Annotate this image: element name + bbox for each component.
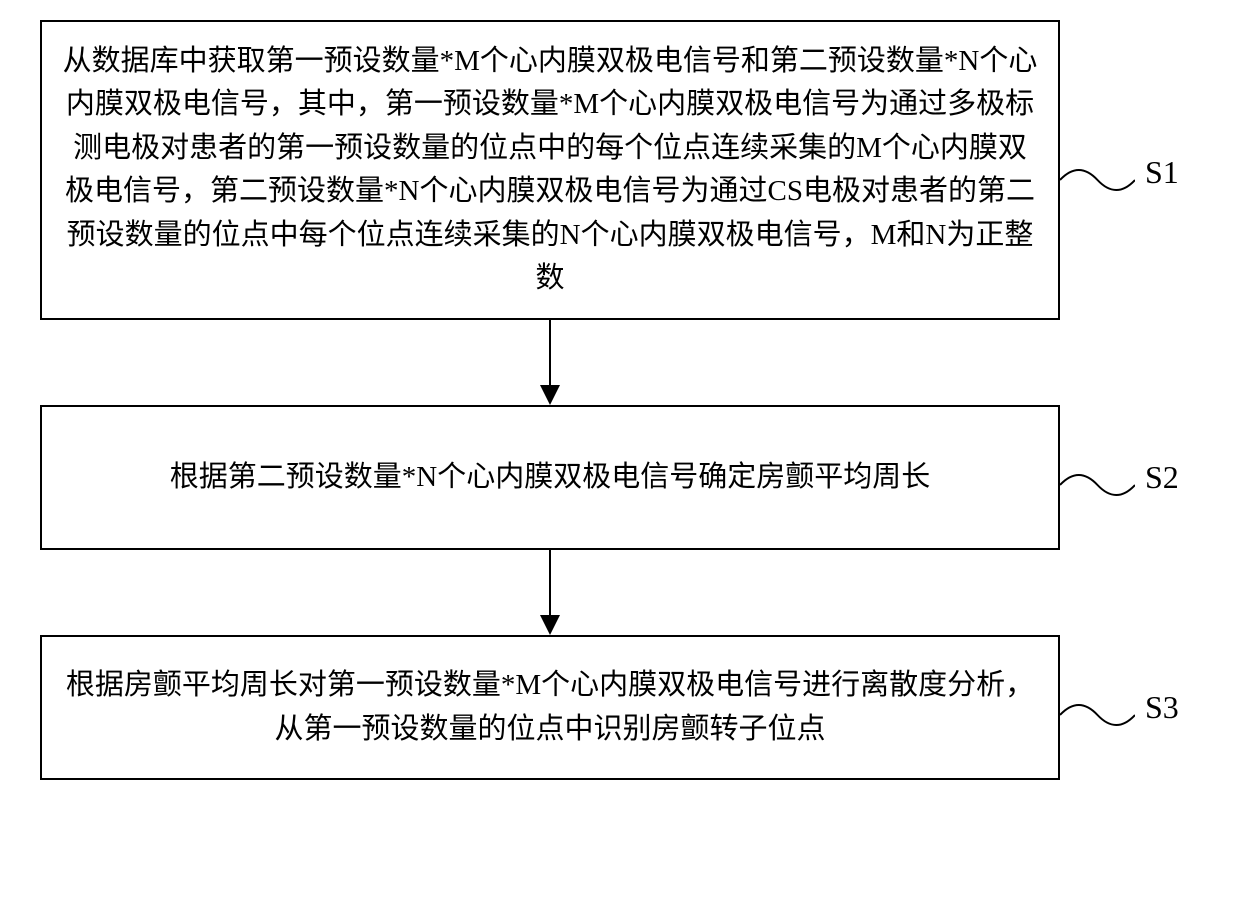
step-text-s1: 从数据库中获取第一预设数量*M个心内膜双极电信号和第二预设数量*N个心内膜双极电…: [62, 40, 1038, 301]
step-box-s3: 根据房颤平均周长对第一预设数量*M个心内膜双极电信号进行离散度分析，从第一预设数…: [40, 635, 1060, 780]
step-box-s2: 根据第二预设数量*N个心内膜双极电信号确定房颤平均周长: [40, 405, 1060, 550]
arrow-svg-1: [530, 320, 570, 405]
arrow-s2-s3: [40, 550, 1060, 635]
connector-s3: [1060, 690, 1135, 740]
step-s1-wrapper: 从数据库中获取第一预设数量*M个心内膜双极电信号和第二预设数量*N个心内膜双极电…: [40, 20, 1200, 320]
arrow-svg-2: [530, 550, 570, 635]
step-s2-wrapper: 根据第二预设数量*N个心内膜双极电信号确定房颤平均周长 S2: [40, 405, 1200, 550]
step-box-s1: 从数据库中获取第一预设数量*M个心内膜双极电信号和第二预设数量*N个心内膜双极电…: [40, 20, 1060, 320]
step-text-s2: 根据第二预设数量*N个心内膜双极电信号确定房颤平均周长: [62, 456, 1038, 500]
step-label-s1: S1: [1145, 154, 1179, 191]
step-label-s3: S3: [1145, 689, 1179, 726]
step-text-s3: 根据房颤平均周长对第一预设数量*M个心内膜双极电信号进行离散度分析，从第一预设数…: [62, 664, 1038, 751]
flowchart-container: 从数据库中获取第一预设数量*M个心内膜双极电信号和第二预设数量*N个心内膜双极电…: [40, 20, 1200, 780]
step-s3-wrapper: 根据房颤平均周长对第一预设数量*M个心内膜双极电信号进行离散度分析，从第一预设数…: [40, 635, 1200, 780]
arrow-s1-s2: [40, 320, 1060, 405]
connector-s1: [1060, 155, 1135, 205]
connector-s2: [1060, 460, 1135, 510]
step-label-s2: S2: [1145, 459, 1179, 496]
